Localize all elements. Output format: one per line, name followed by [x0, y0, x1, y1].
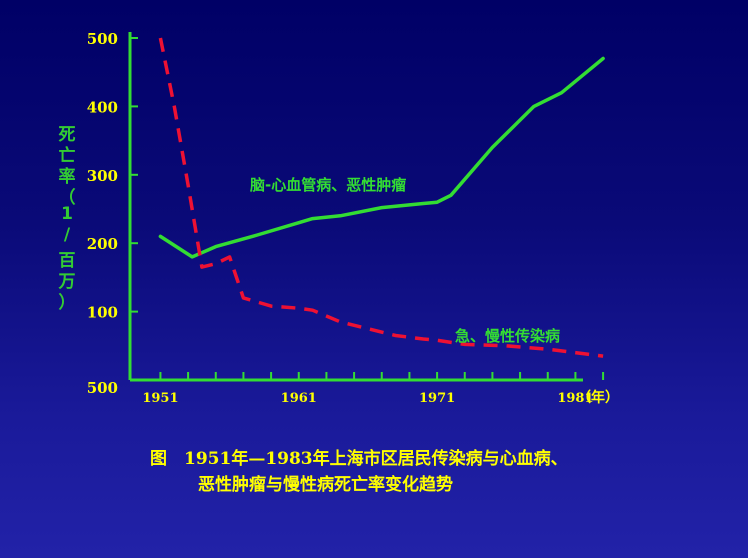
y-axis-label-char: 亡 [58, 146, 76, 166]
y-axis-label-char: 1 [61, 204, 73, 224]
y-tick-label: 100 [87, 304, 118, 322]
y-tick-label: 500 [87, 379, 118, 397]
series-line-infectious-disease [158, 37, 604, 358]
y-tick-label: 200 [87, 235, 118, 253]
mortality-chart: 500 100 200 300 400 500 1951 1961 1971 1981（年） 脑… [87, 30, 619, 406]
x-tick-label: 1971 [419, 391, 455, 406]
y-axis-label-char: / [63, 225, 71, 245]
x-axis-ticks: 1951 1961 1971 1981（年） [142, 372, 619, 406]
y-axis-label-char: （ [58, 188, 76, 208]
x-tick-label: 1951 [142, 391, 178, 406]
y-axis-label-char: 百 [58, 251, 76, 271]
y-axis-label-char: 万 [58, 272, 76, 292]
x-tick-label: 1981 [557, 391, 593, 406]
figure-caption-line2: 恶性肿瘤与慢性病死亡率变化趋势 [198, 475, 453, 495]
series-line-cardiovascular-cancer [158, 56, 605, 259]
y-tick-label: 400 [87, 98, 118, 116]
series-annotation-cardiovascular-cancer: 脑-心血管病、恶性肿瘤 [250, 176, 406, 194]
x-unit-label: （年） [577, 389, 619, 406]
y-axis-label-char: 死 [58, 125, 76, 145]
series-annotation-infectious-disease: 急、慢性传染病 [455, 327, 560, 345]
y-tick-label: 500 [87, 30, 118, 48]
chart-axes [128, 32, 583, 382]
y-tick-label: 300 [87, 167, 118, 185]
y-axis-ticks: 500 100 200 300 400 500 [87, 30, 138, 397]
y-axis-label-char: ） [58, 293, 76, 313]
chart-series [158, 37, 605, 358]
figure-caption-line1: 图 1951年—1983年上海市区居民传染病与心血病、 [150, 449, 568, 469]
x-tick-label: 1961 [281, 391, 317, 406]
y-axis-label-char: 率 [58, 167, 76, 187]
